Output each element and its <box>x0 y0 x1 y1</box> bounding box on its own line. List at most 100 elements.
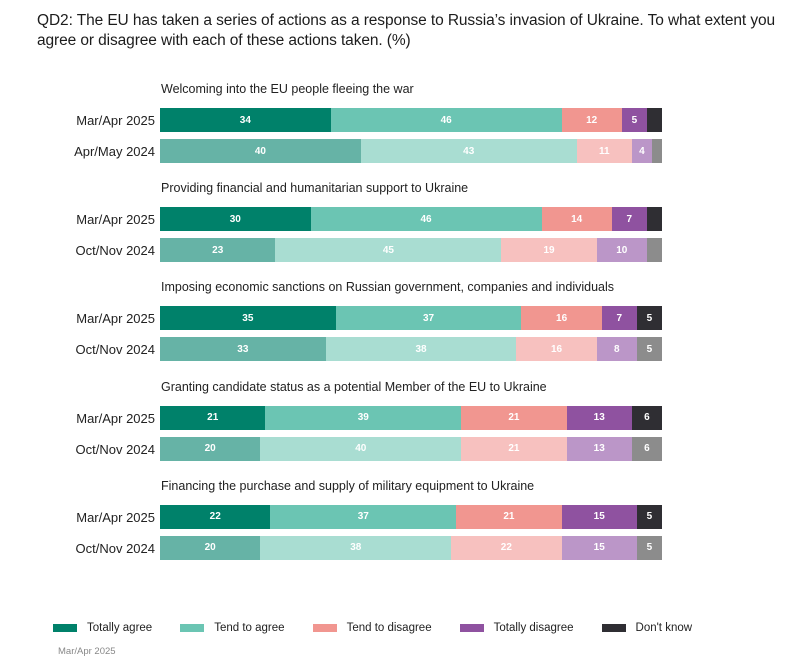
data-label: 7 <box>626 213 633 225</box>
stacked-bar: 21 39 21 13 6 <box>160 405 662 430</box>
legend-swatch <box>53 624 77 632</box>
legend-item: Tend to agree <box>180 622 285 634</box>
bar-segment-totally-disagree: 13 <box>566 405 632 430</box>
data-label: 20 <box>204 542 216 554</box>
data-label: 30 <box>229 213 241 225</box>
bar-segment-don-t-know <box>646 207 662 232</box>
stacked-bar: 23 45 19 10 <box>160 238 662 263</box>
data-label: 4 <box>639 145 645 157</box>
stacked-bar: 34 46 12 5 <box>160 108 662 132</box>
legend-label: Don't know <box>635 622 693 634</box>
data-label: 22 <box>209 511 221 523</box>
data-label: 16 <box>556 312 568 324</box>
bar-segment-totally-disagree: 15 <box>561 504 637 529</box>
legend-label: Tend to agree <box>214 622 285 634</box>
legend-item: Totally disagree <box>459 622 574 634</box>
bar-segment-tend-to-disagree: 14 <box>541 207 612 232</box>
data-label: 15 <box>593 511 605 523</box>
data-label: 38 <box>415 343 427 355</box>
row-period-label: Mar/Apr 2025 <box>76 311 155 327</box>
data-label: 13 <box>593 412 605 424</box>
data-label: 5 <box>646 312 653 324</box>
data-label: 21 <box>503 511 515 523</box>
bar-segment-don-t-know: 6 <box>631 405 662 430</box>
bar-segment-don-t-know: 5 <box>636 535 662 560</box>
row-period-label: Mar/Apr 2025 <box>76 212 155 228</box>
data-label: 6 <box>644 412 650 424</box>
bar-segment-totally-disagree: 10 <box>596 238 647 263</box>
data-label: 21 <box>508 443 520 455</box>
row-period-label: Oct/Nov 2024 <box>75 342 156 358</box>
bar-segment-tend-to-agree: 38 <box>260 535 452 560</box>
bar-segment-totally-disagree: 4 <box>631 139 652 163</box>
bar-segment-tend-to-agree: 37 <box>270 504 457 529</box>
bar-segment-totally-agree: 34 <box>160 108 331 132</box>
legend-swatch <box>601 624 626 632</box>
data-label: 16 <box>551 343 563 355</box>
stacked-bar: 40 43 11 4 <box>160 139 662 163</box>
legend-item: Totally agree <box>53 622 152 634</box>
bar-segment-tend-to-disagree: 21 <box>461 436 567 461</box>
data-label: 45 <box>382 244 394 256</box>
row-period-label: Apr/May 2024 <box>74 144 155 159</box>
data-label: 12 <box>586 114 598 126</box>
bar-segment-totally-agree: 30 <box>160 207 311 232</box>
data-label: 14 <box>571 213 583 225</box>
group-label: Granting candidate status as a potential… <box>161 379 547 394</box>
row-period-label: Oct/Nov 2024 <box>75 243 156 259</box>
bar-segment-don-t-know <box>646 108 662 132</box>
row-period-label: Mar/Apr 2025 <box>76 410 155 426</box>
bar-segment-totally-agree: 22 <box>160 504 271 529</box>
data-label: 8 <box>614 343 620 355</box>
bar-segment-don-t-know: 6 <box>631 436 662 461</box>
bar-segment-tend-to-disagree: 16 <box>521 306 602 331</box>
data-label: 22 <box>500 542 512 554</box>
bar-segment-tend-to-agree: 39 <box>265 405 462 430</box>
data-label: 5 <box>631 114 638 126</box>
bar-segment-tend-to-disagree: 22 <box>451 535 562 560</box>
data-label: 5 <box>646 542 653 554</box>
bar-segment-totally-agree: 20 <box>160 436 261 461</box>
bar-segment-totally-disagree: 13 <box>566 436 632 461</box>
bar-segment-totally-disagree: 8 <box>596 337 637 362</box>
bar-segment-totally-disagree: 7 <box>601 306 637 331</box>
data-label: 46 <box>420 213 432 225</box>
bar-segment-totally-agree: 35 <box>160 306 336 331</box>
legend-item: Tend to disagree <box>312 622 432 634</box>
group-label: Financing the purchase and supply of mil… <box>161 478 535 493</box>
legend-label: Tend to disagree <box>346 622 432 634</box>
data-label: 37 <box>422 312 435 324</box>
data-label: 33 <box>237 343 249 355</box>
data-label: 20 <box>204 443 216 455</box>
legend-label: Totally disagree <box>493 622 574 634</box>
bar-segment-don-t-know: 5 <box>636 337 662 362</box>
bar-segment-totally-disagree: 15 <box>561 535 637 560</box>
data-label: 15 <box>593 542 605 554</box>
data-label: 11 <box>598 145 610 157</box>
bar-segment-tend-to-disagree: 12 <box>561 108 622 132</box>
bar-segment-don-t-know: 5 <box>636 504 662 529</box>
row-period-label: Mar/Apr 2025 <box>76 509 155 525</box>
row-period-label: Mar/Apr 2025 <box>76 113 155 128</box>
stacked-bar: 35 37 16 7 5 <box>160 306 662 331</box>
stacked-bar: 33 38 16 8 5 <box>160 337 662 362</box>
legend: Totally agree Tend to agree Tend to disagr… <box>53 622 720 634</box>
data-label: 37 <box>357 511 369 523</box>
data-label: 5 <box>646 511 653 523</box>
bar-segment-don-t-know <box>651 139 662 163</box>
group-label: Imposing economic sanctions on Russian g… <box>161 280 615 295</box>
data-label: 46 <box>440 114 452 126</box>
legend-swatch <box>180 624 205 632</box>
data-label: 13 <box>593 443 605 455</box>
bar-segment-tend-to-disagree: 19 <box>501 238 597 263</box>
bar-segment-totally-agree: 23 <box>160 238 276 263</box>
bar-segment-tend-to-agree: 43 <box>360 139 577 163</box>
bar-segment-totally-disagree: 5 <box>621 108 647 132</box>
data-label: 7 <box>616 312 623 324</box>
legend-item: Don't know <box>601 622 693 634</box>
legend-swatch <box>312 624 337 632</box>
data-label: 38 <box>350 542 362 554</box>
data-label: 23 <box>212 244 224 256</box>
bar-segment-tend-to-agree: 40 <box>260 436 462 461</box>
legend-label: Totally agree <box>87 622 153 634</box>
